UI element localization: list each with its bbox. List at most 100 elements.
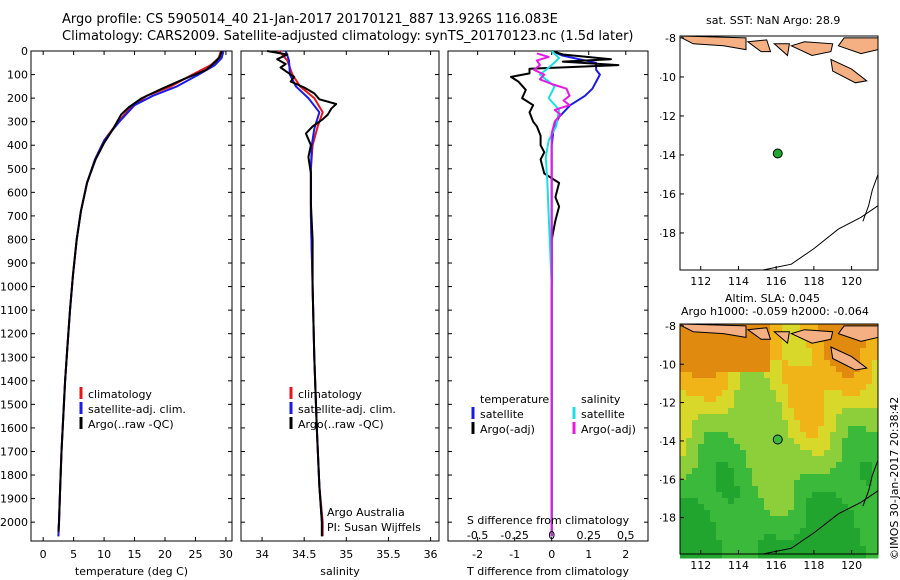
sla-cell: [764, 516, 771, 523]
sla-cell: [836, 426, 843, 433]
sla-cell: [704, 384, 711, 391]
sla-cell: [806, 438, 813, 445]
sla-cell: [794, 336, 801, 343]
sla-cell: [686, 498, 693, 505]
sla-cell: [776, 480, 783, 487]
sla-cell: [722, 468, 729, 475]
sla-cell: [692, 438, 699, 445]
sla-cell: [812, 366, 819, 373]
sla-cell: [764, 408, 771, 415]
sla-cell: [782, 390, 789, 397]
sla-cell: [698, 354, 705, 361]
sla-cell: [800, 504, 807, 511]
sla-cell: [764, 354, 771, 361]
sla-cell: [854, 342, 861, 349]
sla-cell: [812, 522, 819, 529]
sla-cell: [830, 438, 837, 445]
sla-cell: [704, 342, 711, 349]
sla-cell: [716, 516, 723, 523]
sla-cell: [698, 534, 705, 541]
sla-cell: [872, 486, 879, 493]
sla-cell: [728, 408, 735, 415]
sla-cell: [746, 324, 753, 331]
sla-cell: [776, 384, 783, 391]
sla-cell: [692, 510, 699, 517]
sla-cell: [854, 444, 861, 451]
sla-cell: [698, 540, 705, 547]
sla-cell: [794, 426, 801, 433]
series-line-t-satellite: [550, 50, 601, 537]
sla-cell: [752, 510, 759, 517]
sla-cell: [716, 420, 723, 427]
sla-cell: [680, 420, 687, 427]
sla-cell: [806, 408, 813, 415]
sla-cell: [734, 504, 741, 511]
sla-cell: [692, 360, 699, 367]
sla-cell: [758, 324, 765, 331]
sla-cell: [848, 546, 855, 553]
sla-cell: [692, 522, 699, 529]
sla-cell: [818, 414, 825, 421]
depth-tick-label: 1200: [0, 328, 28, 341]
sla-cell: [836, 468, 843, 475]
sla-cell: [686, 408, 693, 415]
sla-cell: [836, 378, 843, 385]
sla-cell: [680, 468, 687, 475]
sla-cell: [866, 498, 873, 505]
sla-cell: [740, 342, 747, 349]
sla-cell: [734, 360, 741, 367]
annotation-line: PI: Susan Wijffels: [327, 521, 421, 534]
sla-cell: [788, 534, 795, 541]
sla-cell: [710, 432, 717, 439]
sla-cell: [776, 360, 783, 367]
sla-cell: [800, 474, 807, 481]
sla-cell: [698, 516, 705, 523]
sla-cell: [860, 426, 867, 433]
sla-cell: [824, 396, 831, 403]
sla-cell: [866, 480, 873, 487]
sla-cell: [788, 456, 795, 463]
legend-label: Argo(..raw -QC): [298, 418, 384, 431]
sla-cell: [818, 342, 825, 349]
sla-cell: [740, 492, 747, 499]
sla-cell: [734, 462, 741, 469]
sla-cell: [830, 462, 837, 469]
sla-cell: [716, 366, 723, 373]
sla-cell: [842, 480, 849, 487]
sla-cell: [764, 498, 771, 505]
sla-cell: [806, 516, 813, 523]
sla-cell: [740, 546, 747, 553]
sla-cell: [794, 390, 801, 397]
sla-cell: [794, 342, 801, 349]
sla-cell: [680, 534, 687, 541]
sla-cell: [746, 498, 753, 505]
sla-cell: [716, 354, 723, 361]
sla-cell: [698, 360, 705, 367]
sla-cell: [686, 462, 693, 469]
sla-cell: [764, 528, 771, 535]
sla-cell: [704, 456, 711, 463]
sla-cell: [770, 414, 777, 421]
x-axis-label-top: S difference from climatology: [467, 514, 630, 527]
sla-cell: [746, 390, 753, 397]
sla-cell: [686, 474, 693, 481]
sla-cell: [746, 534, 753, 541]
sla-cell: [812, 348, 819, 355]
sla-cell: [680, 390, 687, 397]
sla-cell: [800, 408, 807, 415]
sla-cell: [800, 456, 807, 463]
land-island: [746, 39, 772, 53]
sla-cell: [812, 468, 819, 475]
sla-cell: [800, 414, 807, 421]
sla-cell: [800, 432, 807, 439]
sla-cell: [680, 486, 687, 493]
sla-cell: [836, 456, 843, 463]
sla-cell: [734, 384, 741, 391]
sla-cell: [710, 480, 717, 487]
sla-cell: [734, 378, 741, 385]
sla-cell: [812, 372, 819, 379]
sla-cell: [872, 474, 879, 481]
sla-cell: [686, 360, 693, 367]
sla-cell: [728, 528, 735, 535]
sla-cell: [770, 366, 777, 373]
